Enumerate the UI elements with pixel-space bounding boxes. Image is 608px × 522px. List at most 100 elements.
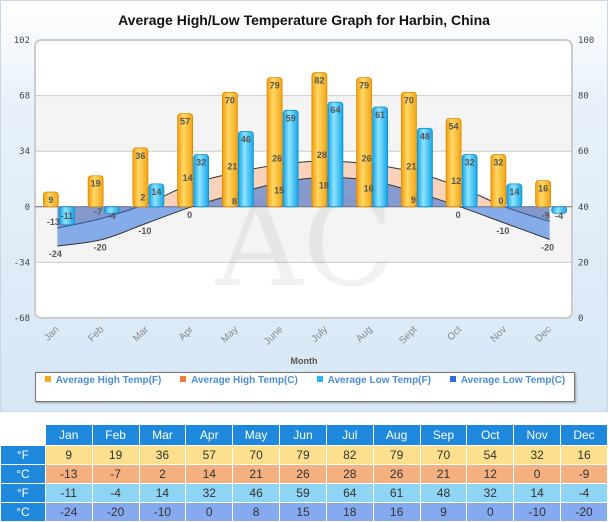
bar-high-f [535, 180, 552, 208]
value-cell: 61 [373, 484, 420, 502]
y2-tick-label: 80 [578, 92, 589, 102]
x-tick-label: Sept [397, 324, 419, 346]
legend-label: Average High Temp(C) [191, 375, 298, 386]
y-tick-label: 34 [19, 147, 30, 157]
area-data-label: -24 [49, 249, 62, 259]
value-cell: 82 [326, 446, 373, 464]
month-header: May [233, 425, 280, 445]
month-header: Sep [420, 425, 467, 445]
legend-label: Average Low Temp(C) [460, 375, 566, 386]
value-cell: 48 [420, 484, 467, 502]
legend-item[interactable]: Average High Temp(C) [180, 375, 298, 386]
bar-low-f [58, 206, 75, 226]
area-data-label: 26 [272, 153, 282, 163]
area-data-label: 8 [232, 197, 237, 207]
value-cell: -10 [514, 503, 561, 521]
y2-tick-label: 60 [578, 147, 589, 157]
bar-data-label: 19 [91, 179, 101, 189]
value-cell: 21 [233, 465, 280, 483]
bar-low-f [237, 131, 254, 208]
y-tick-label: 0 [25, 203, 30, 213]
value-cell: -20 [561, 503, 607, 521]
bar-low-f [506, 183, 523, 208]
x-tick-label: Jan [42, 324, 61, 343]
x-tick-label: Oct [445, 324, 464, 343]
area-line [57, 176, 550, 247]
value-cell: 59 [280, 484, 326, 502]
bar-low-f [327, 101, 344, 208]
table-row: °F -11 -4 14 32 46 59 64 61 48 32 14 -4 [1, 484, 607, 502]
bar-high-f [87, 175, 104, 208]
y-tick-label: -68 [14, 314, 30, 324]
bar-data-label: 54 [449, 121, 459, 131]
value-cell: 18 [326, 503, 373, 521]
value-cell: 19 [92, 446, 139, 464]
bar-data-label: 64 [330, 105, 340, 115]
value-cell: -10 [139, 503, 186, 521]
bar-data-label: 14 [151, 187, 161, 197]
y2-tick-label: 100 [578, 36, 594, 46]
value-cell: 0 [186, 503, 233, 521]
value-cell: 16 [561, 446, 607, 464]
y-tick-label: -34 [14, 258, 30, 268]
bar-data-label: 79 [270, 81, 280, 91]
value-cell: 70 [420, 446, 467, 464]
bar-data-label: 36 [135, 151, 145, 161]
area-data-label: 14 [183, 173, 193, 183]
area-data-label: -20 [94, 243, 107, 253]
value-cell: 0 [467, 503, 514, 521]
month-header: Jan [45, 425, 92, 445]
month-header: Mar [139, 425, 186, 445]
bar-low-f [416, 127, 433, 208]
bar-low-f [193, 154, 210, 208]
x-tick-label: May [219, 324, 240, 345]
value-cell: -13 [45, 465, 92, 483]
value-cell: 0 [514, 465, 561, 483]
bar-high-f [490, 154, 507, 208]
legend-item[interactable]: Average Low Temp(C) [449, 375, 566, 386]
y2-tick-label: 0 [578, 314, 583, 324]
unit-cell: °C [1, 465, 45, 483]
value-cell: 14 [139, 484, 186, 502]
value-cell: 32 [186, 484, 233, 502]
bar-data-label: 14 [509, 187, 519, 197]
legend-swatch [180, 376, 187, 382]
area-data-label: 15 [274, 185, 284, 195]
value-cell: 79 [280, 446, 326, 464]
value-cell: 14 [514, 484, 561, 502]
bar-low-f [372, 106, 389, 208]
month-header: Jul [326, 425, 373, 445]
value-cell: -7 [92, 465, 139, 483]
bar-data-label: 48 [420, 131, 430, 141]
x-tick-label: Feb [86, 324, 106, 344]
value-cell: 32 [514, 446, 561, 464]
bar-data-label: -4 [108, 211, 116, 221]
area-data-label: 26 [362, 153, 372, 163]
area-data-label: -20 [541, 243, 554, 253]
value-cell: 46 [233, 484, 280, 502]
month-header: Feb [92, 425, 139, 445]
value-cell: -11 [45, 484, 92, 502]
area-data-label: 16 [364, 184, 374, 194]
area-data-label: 9 [411, 195, 416, 205]
bar-data-label: 70 [225, 95, 235, 105]
legend-item[interactable]: Average Low Temp(F) [316, 375, 431, 386]
x-tick-label: Dec [533, 324, 553, 344]
legend-label: Average High Temp(F) [55, 375, 162, 386]
value-cell: -24 [45, 503, 92, 521]
value-cell: 57 [186, 446, 233, 464]
bar-data-label: 70 [404, 95, 414, 105]
bar-low-f [461, 154, 478, 208]
bar-low-f [282, 109, 299, 208]
legend-item[interactable]: Average High Temp(F) [44, 375, 162, 386]
value-cell: 26 [373, 465, 420, 483]
value-cell: 15 [280, 503, 326, 521]
x-tick-label: Aug [354, 324, 374, 344]
y2-tick-label: 20 [578, 258, 589, 268]
bar-high-f [445, 118, 462, 208]
value-cell: 64 [326, 484, 373, 502]
bar-data-label: 82 [314, 76, 324, 86]
bar-data-label: 9 [48, 195, 53, 205]
value-cell: -4 [561, 484, 607, 502]
